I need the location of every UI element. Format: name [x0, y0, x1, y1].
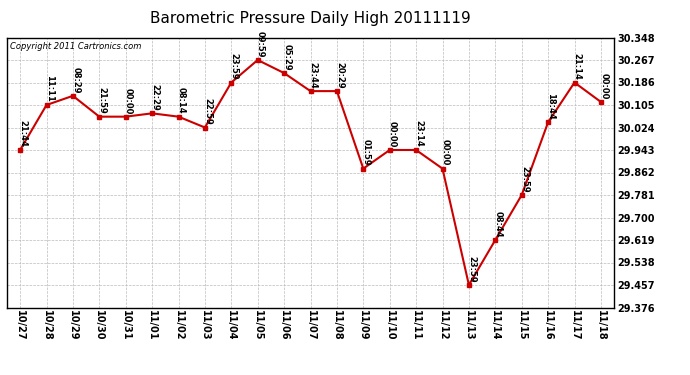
Text: 00:00: 00:00	[124, 87, 133, 114]
Text: Barometric Pressure Daily High 20111119: Barometric Pressure Daily High 20111119	[150, 11, 471, 26]
Text: 01:59: 01:59	[362, 139, 371, 166]
Text: 18:44: 18:44	[546, 93, 555, 120]
Text: 21:14: 21:14	[573, 53, 582, 80]
Text: 08:14: 08:14	[177, 87, 186, 114]
Text: 09:59: 09:59	[256, 31, 265, 57]
Text: 23:59: 23:59	[520, 166, 529, 192]
Text: 00:00: 00:00	[599, 73, 608, 99]
Text: 22:29: 22:29	[150, 84, 159, 111]
Text: 08:29: 08:29	[71, 66, 80, 93]
Text: 23:59: 23:59	[230, 53, 239, 80]
Text: 00:00: 00:00	[388, 121, 397, 147]
Text: 23:44: 23:44	[309, 62, 318, 88]
Text: 22:59: 22:59	[203, 98, 213, 125]
Text: Copyright 2011 Cartronics.com: Copyright 2011 Cartronics.com	[10, 42, 141, 51]
Text: 23:14: 23:14	[415, 120, 424, 147]
Text: 20:29: 20:29	[335, 62, 344, 88]
Text: 00:00: 00:00	[441, 140, 450, 166]
Text: 08:44: 08:44	[493, 211, 502, 237]
Text: 11:11: 11:11	[45, 75, 54, 102]
Text: 23:59: 23:59	[467, 256, 476, 282]
Text: 05:29: 05:29	[282, 44, 291, 70]
Text: 21:59: 21:59	[97, 87, 106, 114]
Text: 21:44: 21:44	[19, 120, 28, 147]
